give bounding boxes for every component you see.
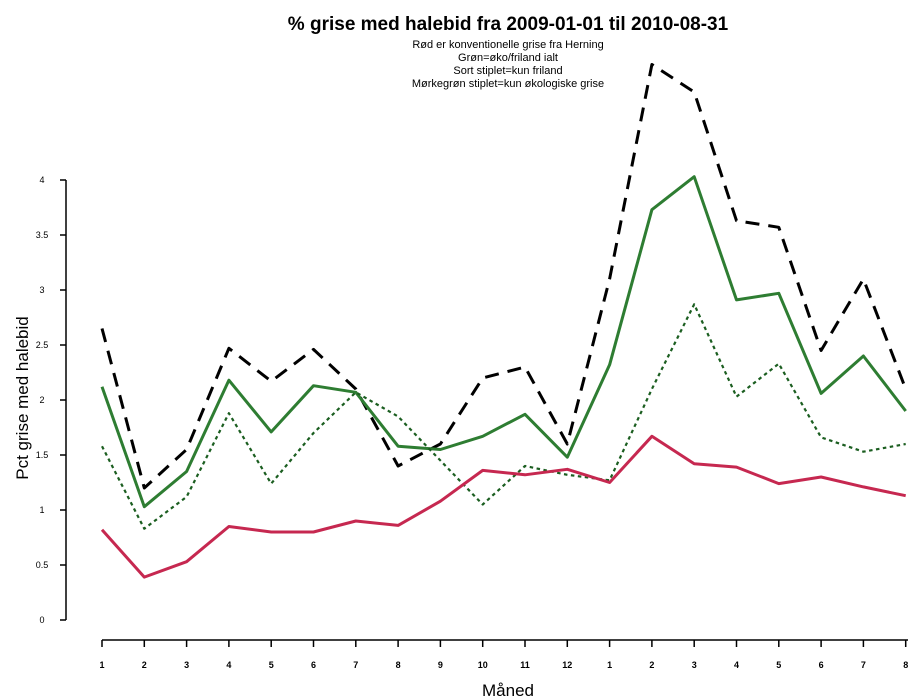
x-tick-label: 12 bbox=[562, 660, 572, 670]
chart-subtitle-line-3: Sort stiplet=kun friland bbox=[453, 65, 562, 77]
chart-subtitle-line-1: Rød er konventionelle grise fra Herning bbox=[412, 39, 603, 51]
x-axis: 1 2 3 4 5 6 7 8 9 10 11 12 1 2 3 4 5 6 7 8 bbox=[99, 639, 908, 670]
x-tick-label: 7 bbox=[861, 660, 866, 670]
series-layer bbox=[100, 63, 908, 579]
x-axis-label: Måned bbox=[482, 681, 534, 700]
y-tick-label: 3 bbox=[39, 285, 44, 295]
x-tick-label: 8 bbox=[903, 660, 908, 670]
x-tick-label: 9 bbox=[438, 660, 443, 670]
x-tick-label: 8 bbox=[396, 660, 401, 670]
x-tick-label: 4 bbox=[226, 660, 231, 670]
y-tick-label: 0.5 bbox=[36, 560, 49, 570]
y-axis: 0 0.5 1 1.5 2 2.5 3 3.5 4 bbox=[36, 175, 67, 625]
x-tick-label: 10 bbox=[478, 660, 488, 670]
x-tick-label: 5 bbox=[269, 660, 274, 670]
x-tick-label: 5 bbox=[776, 660, 781, 670]
x-tick-label: 11 bbox=[520, 660, 530, 670]
x-tick-label: 2 bbox=[142, 660, 147, 670]
y-tick-label: 1.5 bbox=[36, 450, 49, 460]
x-tick-label: 6 bbox=[311, 660, 316, 670]
x-tick-label: 3 bbox=[692, 660, 697, 670]
y-tick-label: 4 bbox=[39, 175, 44, 185]
y-tick-label: 0 bbox=[39, 615, 44, 625]
y-axis-label: Pct grise med halebid bbox=[13, 316, 32, 479]
x-tick-label: 2 bbox=[649, 660, 654, 670]
x-tick-label: 1 bbox=[607, 660, 612, 670]
series-line-1 bbox=[100, 63, 908, 490]
x-tick-label: 7 bbox=[353, 660, 358, 670]
x-tick-label: 4 bbox=[734, 660, 739, 670]
chart-subtitle-line-4: Mørkegrøn stiplet=kun økologiske grise bbox=[412, 78, 604, 90]
series-line-3 bbox=[101, 303, 906, 530]
y-tick-label: 2 bbox=[39, 395, 44, 405]
y-tick-label: 1 bbox=[39, 505, 44, 515]
chart-title: % grise med halebid fra 2009-01-01 til 2… bbox=[288, 14, 729, 35]
series-line-2 bbox=[100, 175, 907, 509]
x-tick-label: 3 bbox=[184, 660, 189, 670]
x-tick-label: 1 bbox=[99, 660, 104, 670]
y-tick-label: 2.5 bbox=[36, 340, 49, 350]
chart-subtitle-line-2: Grøn=øko/friland ialt bbox=[458, 52, 558, 64]
series-line-4 bbox=[100, 434, 907, 579]
y-tick-label: 3.5 bbox=[36, 230, 49, 240]
x-tick-label: 6 bbox=[819, 660, 824, 670]
